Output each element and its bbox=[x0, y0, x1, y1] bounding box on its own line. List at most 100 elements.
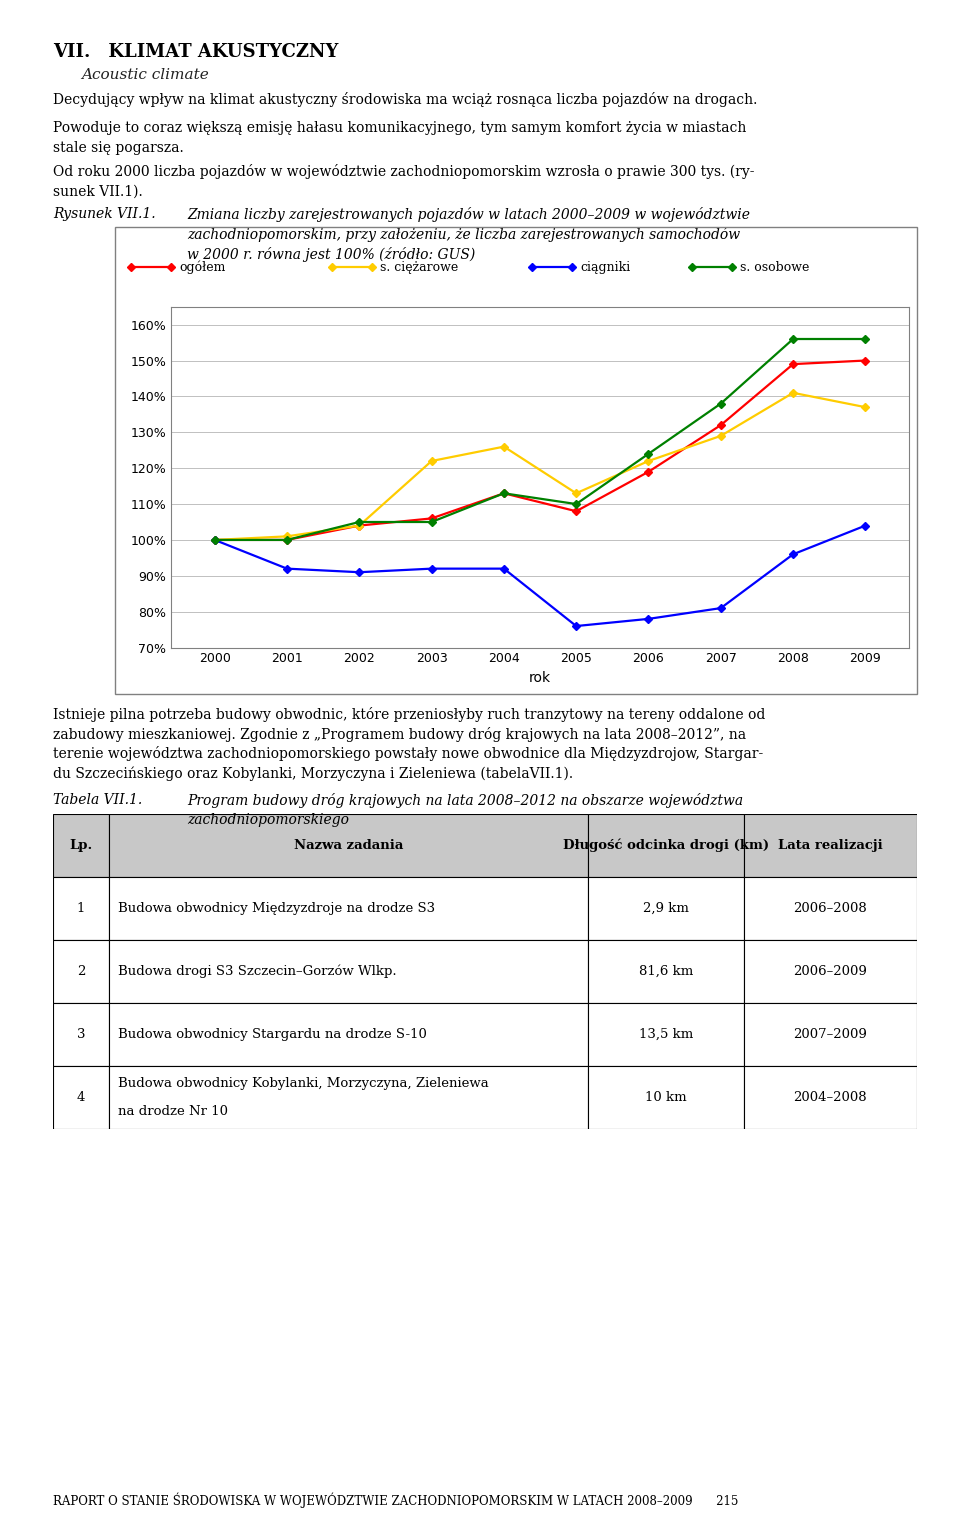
s. osobowe bbox=[353, 513, 365, 531]
ogółem bbox=[353, 516, 365, 535]
Text: Decydujący wpływ na klimat akustyczny środowiska ma wciąż rosnąca liczba pojazdó: Decydujący wpływ na klimat akustyczny śr… bbox=[53, 92, 757, 108]
ogółem bbox=[859, 352, 871, 370]
Text: Budowa obwodnicy Stargardu na drodze S-10: Budowa obwodnicy Stargardu na drodze S-1… bbox=[117, 1028, 426, 1041]
Text: stale się pogarsza.: stale się pogarsza. bbox=[53, 141, 183, 155]
Line: ciągniki: ciągniki bbox=[212, 522, 868, 628]
Text: Tabela VII.1.: Tabela VII.1. bbox=[53, 793, 142, 806]
Bar bbox=[53, 1003, 109, 1066]
Text: na drodze Nr 10: na drodze Nr 10 bbox=[117, 1104, 228, 1118]
Text: ciągniki: ciągniki bbox=[580, 261, 631, 273]
ogółem bbox=[281, 531, 293, 550]
Bar bbox=[588, 877, 744, 940]
ciągniki bbox=[715, 599, 727, 617]
Text: Długość odcinka drogi (km): Długość odcinka drogi (km) bbox=[564, 839, 769, 852]
X-axis label: rok: rok bbox=[529, 671, 551, 685]
ciągniki bbox=[859, 516, 871, 535]
Text: Program budowy dróg krajowych na lata 2008–2012 na obszarze województwa: Program budowy dróg krajowych na lata 20… bbox=[187, 793, 743, 808]
ciągniki bbox=[209, 531, 221, 550]
ciągniki bbox=[787, 545, 799, 564]
Line: ogółem: ogółem bbox=[212, 358, 868, 542]
ogółem bbox=[570, 502, 582, 521]
s. ciężarowe bbox=[859, 398, 871, 416]
Text: ogółem: ogółem bbox=[180, 260, 226, 273]
Text: s. osobowe: s. osobowe bbox=[740, 261, 810, 273]
Text: du Szczecińskiego oraz Kobylanki, Morzyczyna i Zieleniewa (tabelaVII.1).: du Szczecińskiego oraz Kobylanki, Morzyc… bbox=[53, 766, 573, 780]
Text: zachodniopomorskiego: zachodniopomorskiego bbox=[187, 813, 349, 826]
ogółem bbox=[209, 531, 221, 550]
Text: Rysunek VII.1.: Rysunek VII.1. bbox=[53, 207, 156, 221]
Bar bbox=[109, 1066, 588, 1129]
s. osobowe bbox=[498, 484, 510, 502]
Text: Zmiana liczby zarejestrowanych pojazdów w latach 2000–2009 w województwie: Zmiana liczby zarejestrowanych pojazdów … bbox=[187, 207, 750, 223]
Text: 2: 2 bbox=[77, 965, 85, 978]
s. osobowe bbox=[281, 531, 293, 550]
s. osobowe bbox=[570, 495, 582, 513]
ogółem bbox=[715, 416, 727, 435]
s. ciężarowe bbox=[209, 531, 221, 550]
Bar bbox=[588, 1003, 744, 1066]
Text: VII. KLIMAT AKUSTYCZNY: VII. KLIMAT AKUSTYCZNY bbox=[53, 43, 338, 61]
Bar bbox=[588, 1066, 744, 1129]
Text: RAPORT O STANIE ŚRODOWISKA W WOJEWÓDZTWIE ZACHODNIOPOMORSKIM W LATACH 2008–2009 : RAPORT O STANIE ŚRODOWISKA W WOJEWÓDZTWI… bbox=[53, 1493, 738, 1508]
Bar bbox=[588, 814, 744, 877]
Text: 1: 1 bbox=[77, 902, 85, 915]
Bar bbox=[109, 1003, 588, 1066]
Text: zabudowy mieszkaniowej. Zgodnie z „Programem budowy dróg krajowych na lata 2008–: zabudowy mieszkaniowej. Zgodnie z „Progr… bbox=[53, 727, 746, 742]
s. osobowe bbox=[715, 395, 727, 413]
Text: s. ciężarowe: s. ciężarowe bbox=[380, 261, 458, 273]
Text: Budowa obwodnicy Międzyzdroje na drodze S3: Budowa obwodnicy Międzyzdroje na drodze … bbox=[117, 902, 435, 915]
Text: 13,5 km: 13,5 km bbox=[639, 1028, 693, 1041]
Text: w 2000 r. równa jest 100% (źródło: GUS): w 2000 r. równa jest 100% (źródło: GUS) bbox=[187, 247, 475, 263]
s. ciężarowe bbox=[715, 427, 727, 445]
Text: Lp.: Lp. bbox=[69, 839, 92, 852]
s. ciężarowe bbox=[353, 516, 365, 535]
Bar bbox=[744, 1066, 917, 1129]
s. ciężarowe bbox=[570, 484, 582, 502]
Text: 2007–2009: 2007–2009 bbox=[794, 1028, 867, 1041]
Text: Budowa obwodnicy Kobylanki, Morzyczyna, Zieleniewa: Budowa obwodnicy Kobylanki, Morzyczyna, … bbox=[117, 1077, 489, 1091]
Bar bbox=[744, 814, 917, 877]
Text: 2004–2008: 2004–2008 bbox=[794, 1091, 867, 1104]
Bar bbox=[53, 814, 109, 877]
Text: sunek VII.1).: sunek VII.1). bbox=[53, 184, 142, 198]
ogółem bbox=[426, 510, 438, 528]
Text: 4: 4 bbox=[77, 1091, 85, 1104]
Bar bbox=[53, 1066, 109, 1129]
Bar bbox=[744, 877, 917, 940]
Text: Nazwa zadania: Nazwa zadania bbox=[294, 839, 403, 852]
Bar bbox=[109, 940, 588, 1003]
ogółem bbox=[643, 462, 655, 481]
s. osobowe bbox=[859, 330, 871, 349]
ogółem bbox=[498, 484, 510, 502]
s. ciężarowe bbox=[787, 384, 799, 402]
s. osobowe bbox=[787, 330, 799, 349]
s. osobowe bbox=[209, 531, 221, 550]
Line: s. ciężarowe: s. ciężarowe bbox=[212, 390, 868, 542]
s. ciężarowe bbox=[281, 527, 293, 545]
Text: Istnieje pilna potrzeba budowy obwodnic, które przeniosłyby ruch tranzytowy na t: Istnieje pilna potrzeba budowy obwodnic,… bbox=[53, 707, 765, 722]
ciągniki bbox=[498, 559, 510, 578]
Text: zachodniopomorskim, przy założeniu, że liczba zarejestrowanych samochodów: zachodniopomorskim, przy założeniu, że l… bbox=[187, 227, 740, 243]
s. osobowe bbox=[643, 444, 655, 462]
Bar bbox=[109, 877, 588, 940]
ciągniki bbox=[426, 559, 438, 578]
Text: Powoduje to coraz większą emisję hałasu komunikacyjnego, tym samym komfort życia: Powoduje to coraz większą emisję hałasu … bbox=[53, 121, 746, 135]
s. ciężarowe bbox=[643, 452, 655, 470]
Text: 2,9 km: 2,9 km bbox=[643, 902, 689, 915]
ciągniki bbox=[281, 559, 293, 578]
Bar bbox=[53, 877, 109, 940]
Text: 2006–2009: 2006–2009 bbox=[794, 965, 867, 978]
Text: 2006–2008: 2006–2008 bbox=[794, 902, 867, 915]
Text: Lata realizacji: Lata realizacji bbox=[778, 839, 883, 852]
Line: s. osobowe: s. osobowe bbox=[212, 336, 868, 542]
s. ciężarowe bbox=[426, 452, 438, 470]
ciągniki bbox=[353, 564, 365, 582]
Bar bbox=[53, 940, 109, 1003]
ciągniki bbox=[643, 610, 655, 628]
Bar bbox=[744, 1003, 917, 1066]
Text: 10 km: 10 km bbox=[645, 1091, 687, 1104]
Text: terenie województwa zachodniopomorskiego powstały nowe obwodnice dla Międzyzdroj: terenie województwa zachodniopomorskiego… bbox=[53, 746, 763, 762]
Text: 81,6 km: 81,6 km bbox=[639, 965, 693, 978]
Bar bbox=[109, 814, 588, 877]
ogółem bbox=[787, 355, 799, 373]
